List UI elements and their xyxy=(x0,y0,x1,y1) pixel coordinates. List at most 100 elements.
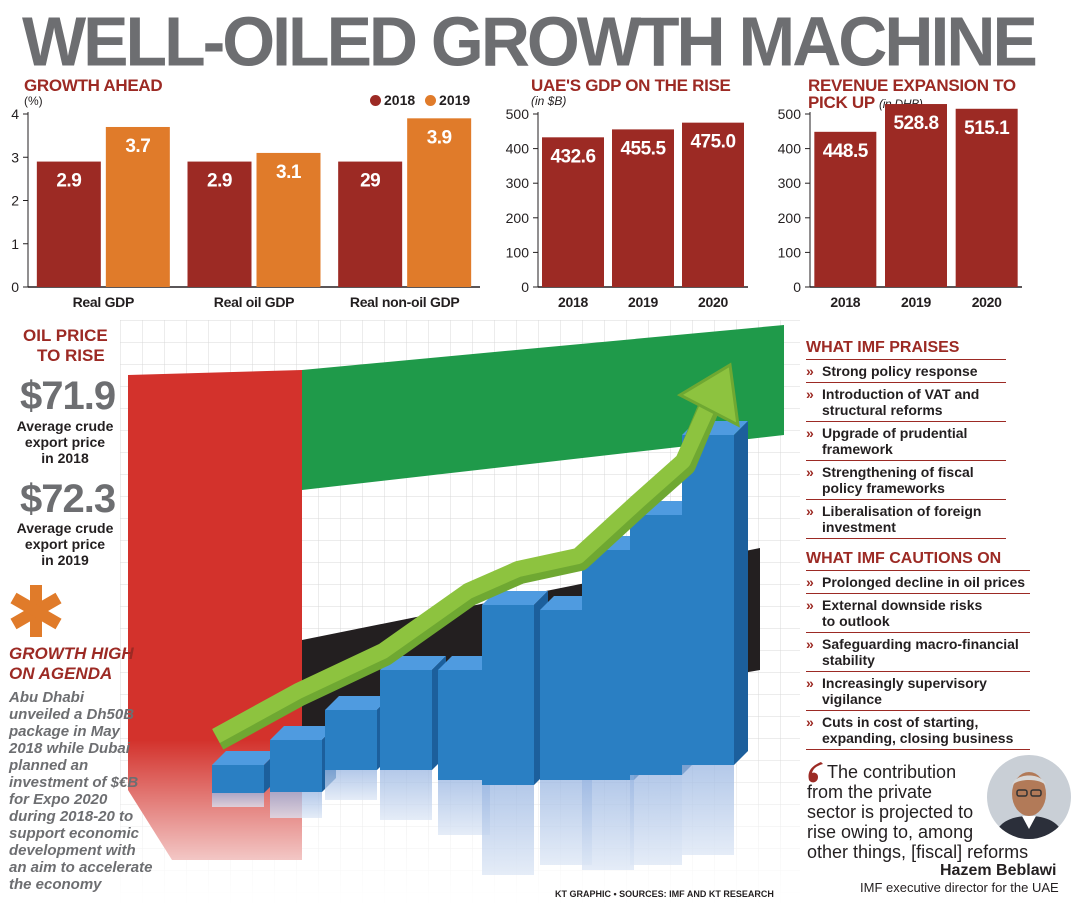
asterisk-icon xyxy=(10,585,62,637)
bar-data-label: 515.1 xyxy=(964,118,1010,139)
quote-line: rise owing to, among xyxy=(807,822,974,842)
bar-3d-reflection xyxy=(630,775,682,865)
bar xyxy=(612,129,674,287)
bar xyxy=(814,131,877,287)
bar-data-label: 3.9 xyxy=(427,127,452,148)
bar-data-label: 2.9 xyxy=(56,171,81,192)
oil-caption-2018: Average crude export price in 2018 xyxy=(0,418,130,466)
praises-item-line: framework xyxy=(822,441,893,457)
y-tick-label: 0 xyxy=(521,279,529,295)
oil-caption-2019-line2: export price xyxy=(24,536,106,552)
praises-item: » Strengthening of fiscal policy framework… xyxy=(806,461,1006,500)
chevron-right-icon: » xyxy=(806,386,814,402)
portrait-avatar xyxy=(987,755,1071,839)
cautions-item-line: to outlook xyxy=(822,613,890,629)
bar-3d-top xyxy=(212,751,278,765)
x-category-label: Real GDP xyxy=(73,294,134,310)
oil-caption-2018-line2: export price xyxy=(24,434,106,450)
chevron-right-icon: » xyxy=(806,636,814,652)
oil-price-2018: $71.9 xyxy=(20,374,116,418)
flag-red-band xyxy=(128,370,302,860)
y-tick-label: 1 xyxy=(11,236,19,252)
quote-line: from the private xyxy=(807,782,933,802)
bar-3d-top xyxy=(325,696,391,710)
praises-item-line: structural reforms xyxy=(822,402,943,418)
praises-item-line: Strengthening of fiscal xyxy=(822,464,974,480)
legend-2018-swatch xyxy=(370,95,381,106)
bar-data-label: 3.1 xyxy=(276,162,302,183)
x-category-label: 2019 xyxy=(901,294,931,310)
bar-3d-front xyxy=(682,435,734,765)
chart1-unit: (%) xyxy=(24,94,43,108)
x-category-label: Real oil GDP xyxy=(214,294,294,310)
quote-author-role: IMF executive director for the UAE xyxy=(860,880,1059,895)
legend-2019-swatch xyxy=(425,95,437,106)
chart2-title: UAE'S GDP ON THE RISE xyxy=(531,76,731,95)
agenda-body-line: an aim to accelerate xyxy=(9,859,153,876)
bar-3d-reflection xyxy=(380,770,432,820)
revenue-chart: 0 100 200 300 400 500 448.5 2018 528.8 2019 515.1 2… xyxy=(778,104,1022,310)
oil-price-2019: $72.3 xyxy=(20,477,116,521)
y-tick-label: 3 xyxy=(11,149,19,165)
bar-3d-front xyxy=(482,605,534,785)
bar-3d-front xyxy=(438,670,490,780)
agenda-body: Abu Dhabi unveiled a Dh50B package in May 2… xyxy=(9,689,184,893)
bar xyxy=(682,122,744,288)
praises-item: » Strong policy response xyxy=(806,360,1006,383)
bar-3d-front xyxy=(270,740,322,792)
cautions-item: » Cuts in cost of starting, expanding, clo… xyxy=(806,711,1030,750)
cautions-panel: WHAT IMF CAUTIONS ON » Prolonged decline … xyxy=(806,550,1030,750)
agenda-body-line: the economy xyxy=(9,876,102,893)
y-tick-label: 0 xyxy=(793,279,801,295)
praises-list: » Strong policy response » Introduction of … xyxy=(806,360,1006,539)
bar-3d-reflection xyxy=(325,770,377,800)
chart3-title-text: REVENUE EXPANSION TO PICK UP xyxy=(808,76,1016,112)
bar-3d-front xyxy=(582,550,634,780)
praises-item-line: Liberalisation of foreign xyxy=(822,503,982,519)
bar-data-label: 3.7 xyxy=(125,136,150,157)
quote-line: sector is projected to xyxy=(807,802,974,822)
praises-item-line: investment xyxy=(822,519,896,535)
cautions-item: » Prolonged decline in oil prices xyxy=(806,571,1030,594)
bar-3d-top xyxy=(270,726,336,740)
source-credit: KT GRAPHIC • SOURCES: IMF AND KT RESEARC… xyxy=(555,889,774,899)
x-category-label: 2019 xyxy=(628,294,658,310)
oil-caption-2019-line1: Average crude xyxy=(16,520,114,536)
bar xyxy=(407,118,472,287)
oil-header-line1: OIL PRICE xyxy=(23,326,108,345)
cautions-item-line: Cuts in cost of starting, xyxy=(822,714,979,730)
cautions-item: » External downside risks to outlook xyxy=(806,594,1030,633)
growth-arrow-head xyxy=(676,362,740,428)
chevron-right-icon: » xyxy=(806,714,814,730)
bar xyxy=(955,108,1018,288)
bar-3d-reflection xyxy=(482,785,534,875)
chart1-legend: 2018 2019 xyxy=(370,92,470,108)
oil-caption-2018-line3: in 2018 xyxy=(41,450,89,466)
cautions-item-line: Prolonged decline in oil prices xyxy=(822,574,1026,590)
agenda-header-line2: ON AGENDA xyxy=(9,664,113,683)
quote-mark-icon xyxy=(808,762,823,783)
y-tick-label: 100 xyxy=(506,244,530,260)
y-tick-label: 200 xyxy=(506,210,530,226)
y-tick-label: 0 xyxy=(11,279,19,295)
bar-3d-front xyxy=(630,515,682,775)
bar xyxy=(36,161,101,287)
cautions-item: » Safeguarding macro-financial stability xyxy=(806,633,1030,672)
bar-3d-top xyxy=(482,591,548,605)
bar-data-label: 455.5 xyxy=(620,138,666,159)
bar-3d-reflection xyxy=(682,765,734,855)
y-tick-label: 4 xyxy=(11,106,19,122)
bar-data-label: 432.6 xyxy=(550,146,595,167)
oil-caption-2018-line1: Average crude xyxy=(16,418,114,434)
cautions-item-line: expanding, closing business xyxy=(822,730,1014,746)
bar-data-label: 29 xyxy=(360,171,380,192)
bar xyxy=(256,152,321,287)
y-tick-label: 200 xyxy=(778,210,802,226)
agenda-body-line: planned an xyxy=(9,757,89,774)
y-tick-label: 300 xyxy=(506,175,530,191)
oil-header-line2: TO RISE xyxy=(37,346,105,365)
agenda-body-line: Abu Dhabi xyxy=(9,689,84,706)
agenda-body-line: for Expo 2020 xyxy=(9,791,108,808)
agenda-body-line: support economic xyxy=(9,825,140,842)
x-category-label: 2020 xyxy=(972,294,1002,310)
